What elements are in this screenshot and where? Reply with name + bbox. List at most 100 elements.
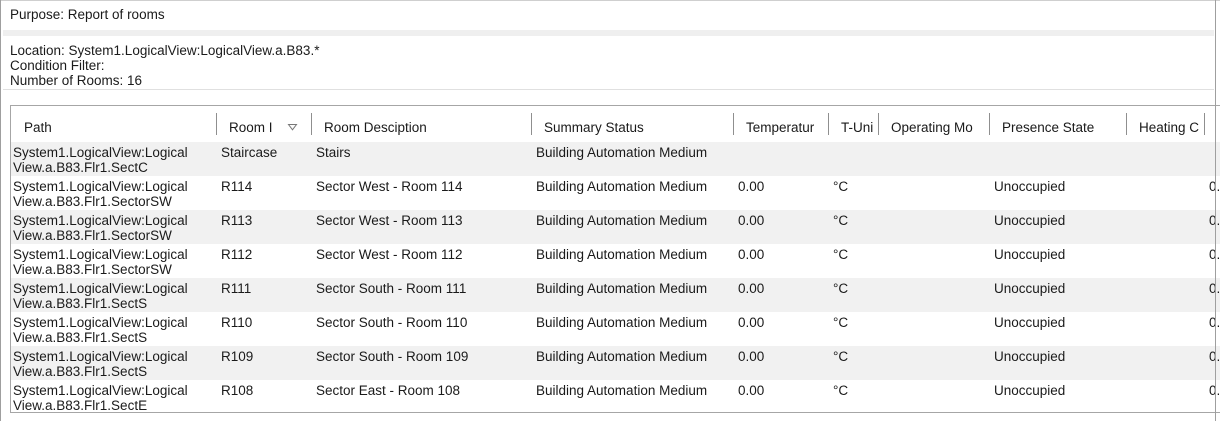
column-header-room_id[interactable]: Room I bbox=[216, 106, 311, 142]
column-header-t_unit[interactable]: T-Uni bbox=[828, 106, 878, 142]
cell-room_description: Sector West - Room 112 bbox=[316, 247, 463, 262]
meta-separator bbox=[3, 89, 1214, 90]
cell-operating_mode bbox=[878, 278, 989, 312]
cell-t_unit: °C bbox=[833, 179, 849, 194]
cell-extra: 0.00 bbox=[1204, 346, 1220, 380]
cell-operating_mode bbox=[878, 312, 989, 346]
column-divider bbox=[1204, 113, 1205, 135]
cell-extra: 0.00 bbox=[1204, 312, 1220, 346]
cell-presence_state: Unoccupied bbox=[994, 247, 1066, 262]
cell-summary_status: Building Automation Medium bbox=[536, 145, 708, 160]
column-header-label: T-Uni bbox=[841, 119, 874, 135]
cell-room_id: R109 bbox=[221, 349, 254, 364]
cell-heating bbox=[1126, 278, 1204, 312]
cell-extra: 0.00 bbox=[1204, 380, 1220, 412]
table-row: System1.LogicalView:Logical View.a.B83.Fl… bbox=[11, 142, 1220, 176]
table-row: System1.LogicalView:Logical View.a.B83.Fl… bbox=[11, 176, 1220, 210]
cell-temperature: 0.00 bbox=[738, 315, 765, 330]
column-header-label: Path bbox=[24, 119, 52, 135]
cell-summary_status: Building Automation Medium bbox=[536, 179, 708, 194]
cell-room_description: Sector South - Room 111 bbox=[316, 281, 467, 296]
column-divider bbox=[878, 113, 879, 135]
cell-heating bbox=[1126, 176, 1204, 210]
cell-t_unit: °C bbox=[833, 349, 849, 364]
cell-t_unit: °C bbox=[833, 383, 849, 398]
cell-path: System1.LogicalView:Logical View.a.B83.Fl… bbox=[11, 244, 216, 278]
cell-room_description: Sector West - Room 113 bbox=[316, 213, 463, 228]
cell-presence_state: Unoccupied bbox=[994, 281, 1066, 296]
column-header-operating_mode[interactable]: Operating Mo bbox=[878, 106, 989, 142]
page-border-top bbox=[0, 0, 1220, 1]
page-border-left bbox=[0, 0, 1, 421]
cell-extra: 0.00 bbox=[1204, 176, 1220, 210]
table-row: System1.LogicalView:Logical View.a.B83.Fl… bbox=[11, 380, 1220, 413]
path-line-1: System1.LogicalView:Logical bbox=[13, 145, 188, 160]
cell-extra: 0.00 bbox=[1204, 278, 1220, 312]
cell-operating_mode bbox=[878, 346, 989, 380]
report-meta: Location: System1.LogicalView:LogicalVie… bbox=[10, 43, 319, 88]
cell-temperature: 0.00 bbox=[738, 179, 765, 194]
report-room-count: Number of Rooms: 16 bbox=[10, 73, 143, 88]
column-header-path[interactable]: Path bbox=[11, 106, 216, 142]
column-header-label: Room I bbox=[229, 119, 273, 135]
path-line-1: System1.LogicalView:Logical bbox=[13, 179, 188, 194]
cell-path: System1.LogicalView:Logical View.a.B83.Fl… bbox=[11, 278, 216, 312]
column-divider bbox=[311, 113, 312, 135]
cell-t_unit: °C bbox=[833, 281, 849, 296]
cell-room_description: Sector South - Room 109 bbox=[316, 349, 469, 364]
column-divider bbox=[531, 113, 532, 135]
cell-summary_status: Building Automation Medium bbox=[536, 383, 708, 398]
column-header-label: Presence State bbox=[1002, 119, 1095, 135]
column-header-label: Operating Mo bbox=[891, 119, 973, 135]
table-row: System1.LogicalView:Logical View.a.B83.Fl… bbox=[11, 210, 1220, 244]
column-header-heating[interactable]: Heating C bbox=[1126, 106, 1204, 142]
path-line-2: View.a.B83.Flr1.SectE bbox=[13, 398, 148, 413]
cell-heating bbox=[1126, 210, 1204, 244]
sort-down-icon[interactable] bbox=[287, 123, 298, 131]
cell-path: System1.LogicalView:Logical View.a.B83.Fl… bbox=[11, 142, 216, 176]
column-divider bbox=[733, 113, 734, 135]
cell-temperature: 0.00 bbox=[738, 281, 765, 296]
path-line-1: System1.LogicalView:Logical bbox=[13, 213, 188, 228]
column-header-summary_status[interactable]: Summary Status bbox=[531, 106, 733, 142]
column-header-label: Heating C bbox=[1139, 119, 1200, 135]
cell-room_id: R110 bbox=[221, 315, 253, 330]
cell-path: System1.LogicalView:Logical View.a.B83.Fl… bbox=[11, 210, 216, 244]
cell-t_unit: °C bbox=[833, 247, 849, 262]
path-line-1: System1.LogicalView:Logical bbox=[13, 349, 188, 364]
path-line-1: System1.LogicalView:Logical bbox=[13, 383, 188, 398]
cell-presence_state: Unoccupied bbox=[994, 349, 1066, 364]
cell-summary_status: Building Automation Medium bbox=[536, 213, 708, 228]
cell-operating_mode bbox=[878, 176, 989, 210]
cell-summary_status: Building Automation Medium bbox=[536, 349, 708, 364]
cell-path: System1.LogicalView:Logical View.a.B83.Fl… bbox=[11, 346, 216, 380]
report-condition-filter: Condition Filter: bbox=[10, 58, 105, 73]
column-header-extra[interactable] bbox=[1204, 106, 1220, 142]
cell-room_id: R114 bbox=[221, 179, 253, 194]
report-location: Location: System1.LogicalView:LogicalVie… bbox=[10, 43, 320, 58]
cell-summary_status: Building Automation Medium bbox=[536, 315, 708, 330]
column-header-room_description[interactable]: Room Desciption bbox=[311, 106, 531, 142]
path-line-2: View.a.B83.Flr1.SectorSW bbox=[13, 194, 172, 209]
cell-summary_status: Building Automation Medium bbox=[536, 247, 708, 262]
table-header-row: Path Room I Room Desciption Summary Status T… bbox=[11, 106, 1220, 142]
column-divider bbox=[828, 113, 829, 135]
cell-room_description: Stairs bbox=[316, 145, 351, 160]
cell-presence_state: Unoccupied bbox=[994, 315, 1066, 330]
path-line-2: View.a.B83.Flr1.SectC bbox=[13, 160, 148, 175]
path-line-2: View.a.B83.Flr1.SectS bbox=[13, 364, 148, 379]
table-body: System1.LogicalView:Logical View.a.B83.Fl… bbox=[11, 142, 1220, 413]
cell-operating_mode bbox=[878, 380, 989, 412]
column-header-presence_state[interactable]: Presence State bbox=[989, 106, 1126, 142]
cell-operating_mode bbox=[878, 244, 989, 278]
column-divider bbox=[216, 113, 217, 135]
column-header-temperature[interactable]: Temperatur bbox=[733, 106, 828, 142]
cell-presence_state: Unoccupied bbox=[994, 179, 1066, 194]
cell-heating bbox=[1126, 312, 1204, 346]
cell-temperature: 0.00 bbox=[738, 213, 765, 228]
path-line-1: System1.LogicalView:Logical bbox=[13, 281, 188, 296]
section-separator bbox=[3, 30, 1214, 36]
cell-temperature: 0.00 bbox=[738, 247, 765, 262]
rooms-table: Path Room I Room Desciption Summary Status T… bbox=[10, 105, 1220, 413]
